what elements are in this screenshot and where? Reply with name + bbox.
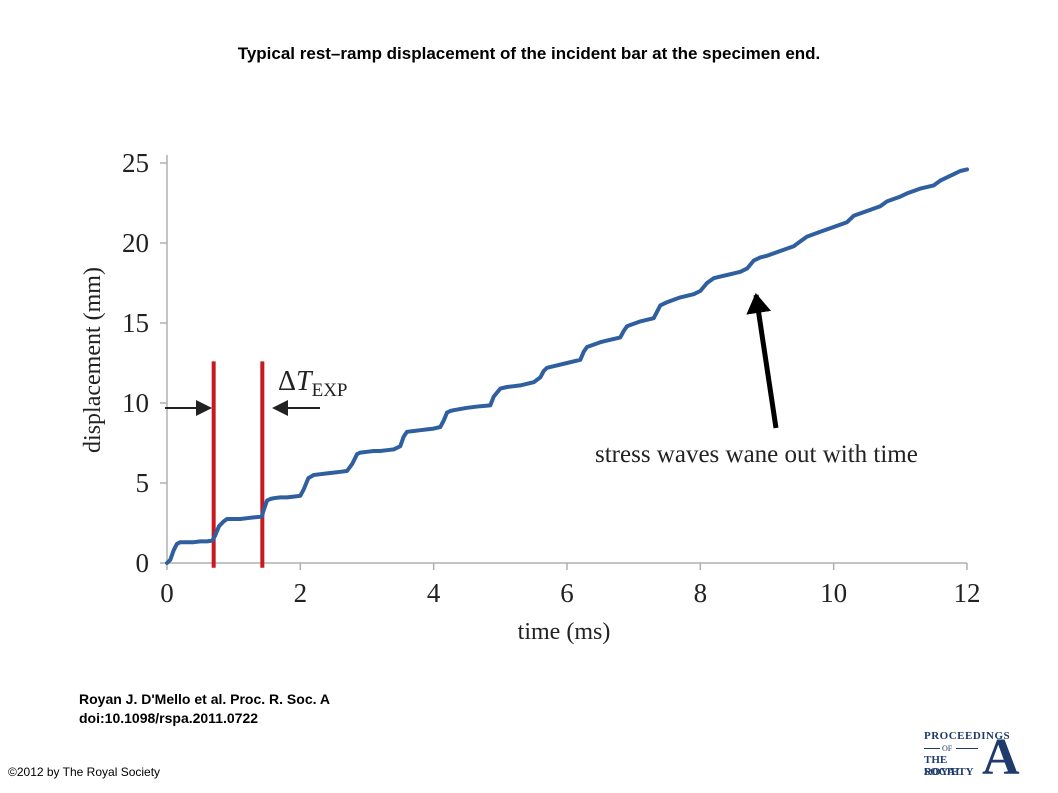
citation: Royan J. D'Mello et al. Proc. R. Soc. A … [79, 690, 330, 728]
logo-line-2: OF [942, 744, 953, 753]
delta-symbol: T [296, 366, 314, 397]
displacement-chart: 0 2 4 6 8 10 12 0 5 10 15 20 25 time (ms) displacem… [80, 148, 981, 645]
logo-line-1: PROCEEDINGS [924, 730, 1011, 742]
x-tick-label: 2 [294, 578, 308, 608]
x-tick-label: 10 [820, 578, 847, 608]
copyright-notice: ©2012 by The Royal Society [8, 765, 161, 779]
axes [166, 155, 967, 564]
x-tick-label: 0 [160, 578, 174, 608]
x-axis-ticks: 0 2 4 6 8 10 12 [160, 563, 981, 608]
stress-waves-arrow [746, 293, 779, 429]
y-axis-ticks: 0 5 10 15 20 25 [122, 148, 167, 578]
y-tick-label: 5 [136, 468, 150, 498]
y-tick-label: 20 [122, 228, 149, 258]
citation-doi: doi:10.1098/rspa.2011.0722 [79, 710, 259, 726]
delta-prefix: Δ [278, 366, 296, 397]
y-tick-label: 15 [122, 308, 149, 338]
displacement-series-line [165, 167, 969, 565]
slide-title: Typical rest–ramp displacement of the in… [237, 44, 821, 63]
series-group [165, 167, 969, 565]
y-tick-label: 25 [122, 148, 149, 178]
x-axis-label: time (ms) [518, 619, 611, 645]
citation-authors: Royan J. D'Mello et al. Proc. R. Soc. A [79, 691, 330, 707]
logo-line-4: SOCIETY [924, 766, 974, 778]
proceedings-a-logo: PROCEEDINGS OF THE ROYAL SOCIETY A [922, 726, 1020, 786]
logo-letter-a: A [982, 729, 1020, 786]
delta-subscript: EXP [312, 380, 348, 401]
x-tick-label: 4 [427, 578, 441, 608]
delta-t-exp-annotation: ΔTEXP [278, 366, 348, 401]
y-tick-label: 0 [136, 548, 150, 578]
interval-markers [211, 361, 265, 568]
x-tick-label: 8 [694, 578, 708, 608]
y-axis-label: displacement (mm) [80, 267, 106, 453]
y-tick-label: 10 [122, 388, 149, 418]
x-tick-label: 12 [954, 578, 981, 608]
logo-line-3: THE ROYAL [924, 754, 963, 778]
x-tick-label: 6 [560, 578, 574, 608]
stress-waves-label: stress waves wane out with time [595, 441, 918, 468]
